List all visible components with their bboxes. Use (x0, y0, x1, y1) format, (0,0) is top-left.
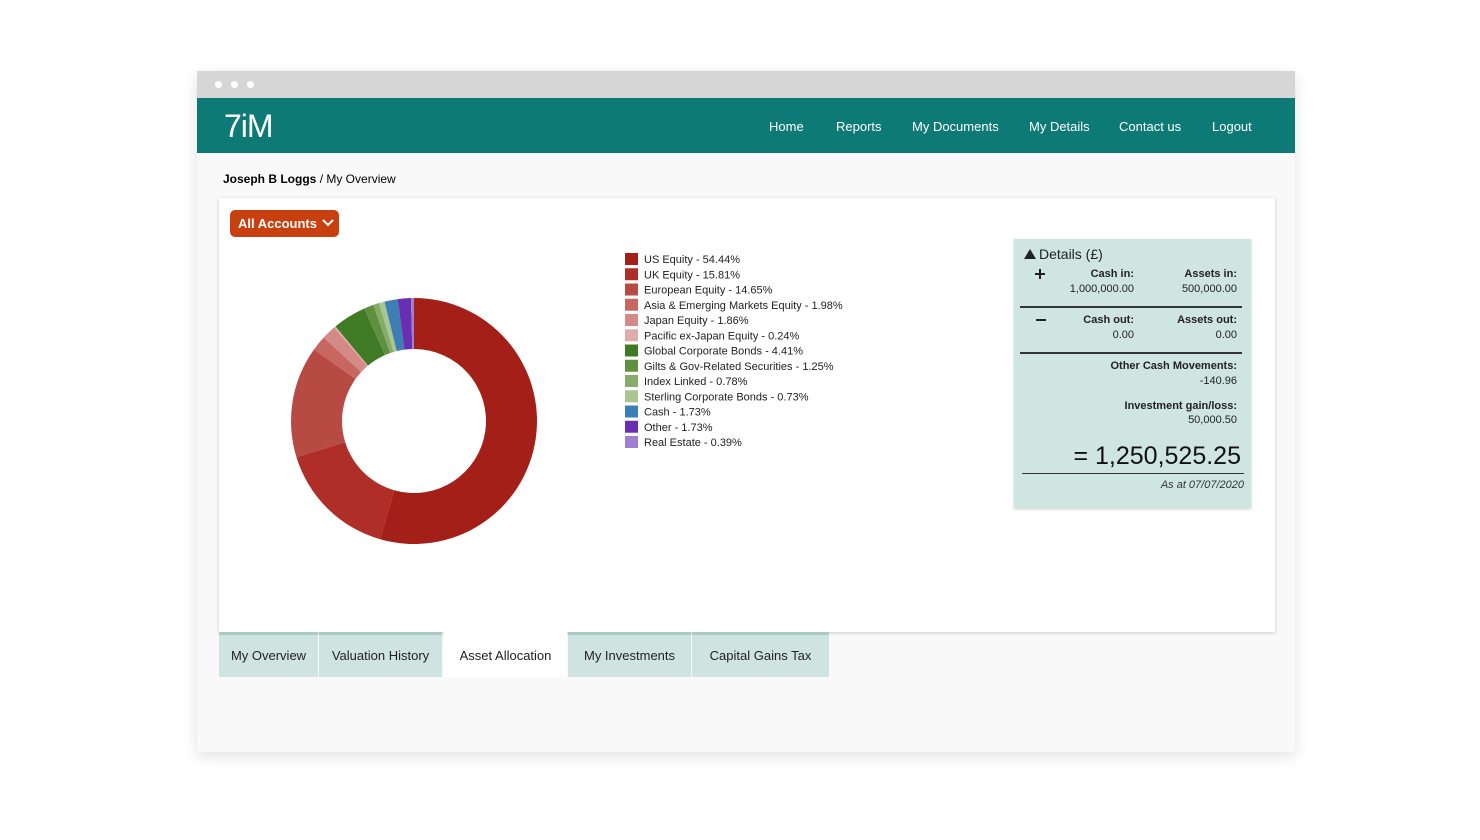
total: = 1,250,525.25 (1073, 442, 1241, 470)
legend-label: European Equity - 14.65% (644, 285, 773, 297)
slice (314, 337, 362, 380)
legend-label: Gilts & Gov-Related Securities - 1.25% (644, 361, 834, 373)
legend-label: Asia & Emerging Markets Equity - 1.98% (644, 300, 843, 312)
slice (380, 298, 538, 544)
detail-value: 500,000.00 (1181, 283, 1237, 295)
legend-label: Pacific ex-Japan Equity - 0.24% (644, 330, 800, 342)
legend-label: Japan Equity - 1.86% (644, 315, 749, 327)
legend-swatch (625, 344, 638, 357)
legend-swatch (625, 375, 638, 387)
account-dropdown[interactable]: All Accounts (230, 210, 339, 237)
slice (373, 303, 394, 354)
tab[interactable]: My Investments (568, 632, 691, 677)
legend-swatch (625, 283, 638, 296)
detail-value: -140.96 (1199, 375, 1237, 387)
detail-label: Other Cash Movements: (1110, 360, 1237, 372)
legend-label: UK Equity - 15.81% (644, 269, 740, 281)
logo[interactable]: 7iM (224, 108, 274, 144)
detail-value: 0.00 (1215, 329, 1237, 341)
as-at-date: As at 07/07/2020 (1160, 479, 1244, 491)
slice (334, 326, 369, 367)
legend-swatch (625, 390, 638, 403)
nav-link[interactable]: Contact us (1119, 119, 1182, 134)
nav-link[interactable]: My Documents (912, 119, 999, 134)
breadcrumb: Joseph B Loggs / My Overview (223, 172, 396, 186)
legend-swatch (625, 420, 638, 433)
slice (364, 304, 391, 356)
legend-label: Cash - 1.73% (644, 407, 711, 419)
detail-label: Cash in: (1090, 268, 1134, 280)
title-bar (197, 71, 1295, 98)
legend-swatch (625, 359, 638, 372)
detail-value: 50,000.50 (1188, 414, 1237, 426)
window-dot (231, 81, 238, 88)
breadcrumb-page: / My Overview (319, 172, 396, 186)
legend-swatch (625, 253, 638, 265)
divider (1020, 306, 1242, 308)
nav-link[interactable]: My Details (1029, 119, 1090, 134)
window-dot (215, 81, 222, 88)
detail-label: Investment gain/loss: (1124, 400, 1237, 412)
legend-swatch (625, 314, 638, 326)
divider (1022, 473, 1244, 474)
slice (384, 299, 405, 352)
legend-label: Global Corporate Bonds - 4.41% (644, 346, 803, 358)
legend-swatch (625, 436, 638, 448)
breadcrumb-user[interactable]: Joseph B Loggs (223, 172, 317, 186)
details-panel (1014, 239, 1251, 508)
legend-swatch (625, 405, 638, 418)
plus-icon (1035, 269, 1045, 279)
nav-link[interactable]: Reports (836, 119, 882, 134)
tab[interactable]: My Overview (219, 632, 318, 677)
nav-link[interactable]: Logout (1212, 119, 1252, 134)
tab[interactable]: Valuation History (319, 632, 442, 677)
divider (1020, 352, 1242, 354)
chart: US Equity - 54.44% UK Equity - 15.81% Euro… (291, 253, 843, 544)
legend-label: Other - 1.73% (644, 422, 713, 434)
slice (335, 308, 385, 366)
legend-label: Index Linked - 0.78% (644, 376, 748, 388)
detail-label: Assets out: (1177, 314, 1237, 326)
detail-label: Assets in: (1184, 268, 1237, 280)
slice (323, 327, 368, 373)
detail-value: 0.00 (1112, 329, 1134, 341)
header (197, 98, 1295, 153)
slice (379, 301, 397, 352)
legend-swatch (625, 329, 638, 342)
chevron (322, 219, 334, 227)
slice (296, 442, 395, 540)
detail-value: 1,000,000.00 (1069, 283, 1134, 295)
tab[interactable]: Capital Gains Tax (692, 632, 829, 677)
triangle-icon[interactable] (1024, 249, 1036, 259)
legend-label: US Equity - 54.44% (644, 254, 740, 266)
slice (291, 349, 356, 458)
legend-label: Sterling Corporate Bonds - 0.73% (644, 391, 809, 403)
window-dot (247, 81, 254, 88)
slice (410, 298, 414, 350)
nav-link[interactable]: Home (769, 119, 804, 134)
minus-icon (1036, 319, 1046, 321)
dropdown-label: All Accounts (238, 216, 317, 231)
legend-label: Real Estate - 0.39% (644, 437, 742, 449)
tab-active[interactable]: Asset Allocation (444, 632, 567, 677)
details-title: Details (£) (1039, 246, 1103, 262)
legend-swatch (625, 268, 638, 281)
slice (397, 298, 413, 350)
detail-label: Cash out: (1083, 314, 1134, 326)
legend-swatch (625, 298, 638, 311)
